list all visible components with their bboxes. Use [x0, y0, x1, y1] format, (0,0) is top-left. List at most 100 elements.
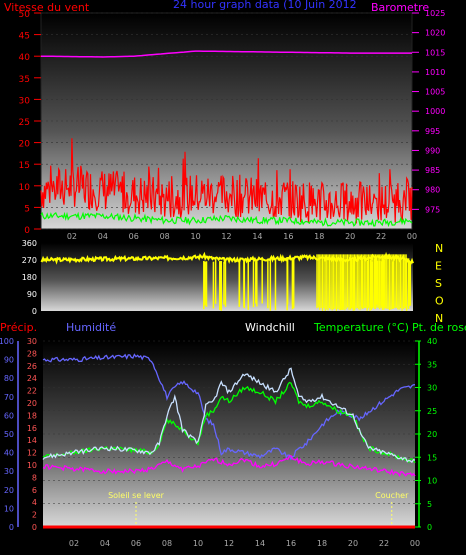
time-tick-label: 12 [221, 232, 231, 241]
wind-tick-label: 25 [19, 118, 30, 128]
time-tick-label: 06 [131, 539, 141, 548]
temperature-tick-label: 0 [427, 523, 432, 532]
baro-tick-label: 975 [425, 205, 440, 214]
chart-title: 24 hour graph data (10 Juin 2012 [173, 0, 357, 11]
dewpoint-series [42, 455, 416, 477]
sun-event-label: Coucher [375, 491, 409, 500]
time-tick-label: 08 [162, 539, 172, 548]
wind-tick-label: 45 [19, 32, 30, 42]
windchill-series [42, 367, 416, 464]
humidity-tick-label: 40 [4, 449, 14, 458]
sun-event-label: Soleil se lever [108, 491, 165, 500]
precip-tick-label: 12 [27, 449, 37, 458]
dewpoint-axis-label: Pt. de rosée [412, 321, 466, 334]
direction-tick-label: 180 [22, 273, 37, 282]
time-tick-label: 16 [286, 539, 296, 548]
time-tick-label: 00 [407, 232, 417, 241]
precip-tick-label: 24 [27, 374, 37, 383]
wind-tick-label: 5 [24, 204, 30, 214]
time-tick-label: 04 [98, 232, 108, 241]
time-tick-label: 20 [348, 539, 358, 548]
precip-tick-label: 0 [32, 523, 37, 532]
compass-label: O [435, 295, 444, 308]
direction-plot-area [41, 243, 413, 311]
temperature-tick-label: 5 [427, 500, 432, 509]
time-tick-label: 10 [190, 232, 200, 241]
precip-tick-label: 22 [27, 387, 37, 396]
precip-tick-label: 30 [27, 337, 37, 346]
humidity-tick-label: 100 [0, 337, 14, 346]
baro-tick-label: 1000 [425, 107, 445, 116]
precip-tick-label: 2 [32, 511, 37, 520]
precip-tick-label: 18 [27, 411, 37, 420]
humidity-tick-label: 30 [4, 467, 14, 476]
precip-tick-label: 10 [27, 461, 37, 470]
precip-tick-label: 8 [32, 473, 37, 482]
temperature-axis-label: Temperature (°C) [313, 321, 409, 334]
humidity-tick-label: 90 [4, 356, 14, 365]
humidity-tick-label: 80 [4, 374, 14, 383]
wind-tick-label: 0 [24, 226, 30, 236]
compass-label: S [435, 277, 442, 290]
baro-tick-label: 995 [425, 127, 440, 136]
precip-tick-label: 6 [32, 486, 37, 495]
baro-tick-label: 1020 [425, 29, 445, 38]
wind-axis-label: Vitesse du vent [4, 1, 90, 14]
time-tick-label: 18 [317, 539, 327, 548]
time-tick-label: 22 [376, 232, 386, 241]
temperature-tick-label: 15 [427, 453, 437, 462]
time-tick-label: 02 [69, 539, 79, 548]
precip-tick-label: 28 [27, 349, 37, 358]
baro-tick-label: 1025 [425, 9, 445, 18]
time-tick-label: 14 [255, 539, 265, 548]
temperature-tick-label: 35 [427, 360, 437, 369]
direction-tick-label: 0 [32, 307, 37, 316]
precip-tick-label: 4 [32, 498, 37, 507]
wind-tick-label: 20 [19, 140, 31, 150]
humidity-tick-label: 60 [4, 411, 14, 420]
wind-tick-label: 30 [19, 96, 31, 106]
precip-axis-label: Précip. [0, 321, 37, 334]
humidity-tick-label: 10 [4, 504, 14, 513]
time-tick-label: 18 [314, 232, 324, 241]
wind-speed-series [40, 138, 413, 224]
temperature-series [42, 381, 416, 464]
precip-tick-label: 14 [27, 436, 37, 445]
direction-tick-label: 360 [22, 239, 37, 248]
direction-tick-label: 270 [22, 256, 37, 265]
precip-tick-label: 20 [27, 399, 37, 408]
baro-tick-label: 985 [425, 166, 440, 175]
time-tick-label: 16 [283, 232, 293, 241]
wind-tick-label: 40 [19, 53, 31, 63]
time-tick-label: 20 [345, 232, 355, 241]
wind-direction-series [40, 251, 414, 265]
time-tick-label: 02 [67, 232, 77, 241]
humidity-tick-label: 50 [4, 430, 14, 439]
temperature-tick-label: 10 [427, 477, 437, 486]
temperature-tick-label: 40 [427, 337, 437, 346]
humidity-tick-label: 20 [4, 486, 14, 495]
direction-tick-label: 90 [27, 290, 37, 299]
baro-tick-label: 1015 [425, 48, 445, 57]
wind-tick-label: 15 [19, 161, 30, 171]
baro-tick-label: 990 [425, 146, 440, 155]
humidity-axis-label: Humidité [66, 321, 116, 334]
compass-label: N [435, 312, 443, 325]
time-tick-label: 22 [379, 539, 389, 548]
compass-label: E [435, 260, 442, 273]
time-tick-label: 00 [410, 539, 420, 548]
barometer-series [41, 50, 412, 58]
wind-tick-label: 35 [19, 75, 30, 85]
wind-tick-label: 10 [19, 183, 31, 193]
baro-tick-label: 1010 [425, 68, 445, 77]
time-tick-label: 12 [224, 539, 234, 548]
time-tick-label: 04 [100, 539, 110, 548]
time-tick-label: 06 [129, 232, 139, 241]
barometer-axis-label: Barometre [371, 1, 429, 14]
precip-tick-label: 16 [27, 424, 37, 433]
windchill-axis-label: Windchill [245, 321, 295, 334]
humidity-tick-label: 70 [4, 393, 14, 402]
humidity-tick-label: 0 [9, 523, 14, 532]
